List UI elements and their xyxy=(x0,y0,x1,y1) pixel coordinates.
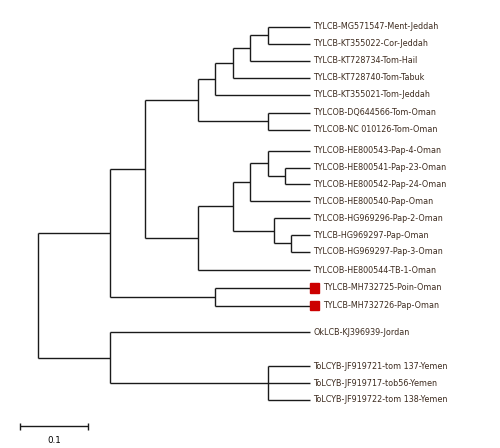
Text: TYLCOB-HE800542-Pap-24-Oman: TYLCOB-HE800542-Pap-24-Oman xyxy=(313,180,446,189)
Text: TYLCOB-HG969297-Pap-3-Oman: TYLCOB-HG969297-Pap-3-Oman xyxy=(313,247,443,256)
Text: TYLCOB-HE800540-Pap-Oman: TYLCOB-HE800540-Pap-Oman xyxy=(313,197,433,206)
Text: TYLCOB-NC 010126-Tom-Oman: TYLCOB-NC 010126-Tom-Oman xyxy=(313,125,438,134)
Text: ToLCYB-JF919717-tob56-Yemen: ToLCYB-JF919717-tob56-Yemen xyxy=(313,379,437,388)
Bar xyxy=(310,301,319,310)
Text: TYLCB-MG571547-Ment-Jeddah: TYLCB-MG571547-Ment-Jeddah xyxy=(313,22,438,31)
Text: TYLCB-MH732725-Poin-Oman: TYLCB-MH732725-Poin-Oman xyxy=(323,283,442,292)
Text: ToLCYB-JF919722-tom 138-Yemen: ToLCYB-JF919722-tom 138-Yemen xyxy=(313,395,448,404)
Text: TYLCOB-HG969296-Pap-2-Oman: TYLCOB-HG969296-Pap-2-Oman xyxy=(313,214,443,223)
Bar xyxy=(310,283,319,293)
Text: OkLCB-KJ396939-Jordan: OkLCB-KJ396939-Jordan xyxy=(313,328,409,337)
Text: TYLCB-KT728740-Tom-Tabuk: TYLCB-KT728740-Tom-Tabuk xyxy=(313,73,424,82)
Text: TYLCOB-HE800543-Pap-4-Oman: TYLCOB-HE800543-Pap-4-Oman xyxy=(313,146,441,155)
Text: TYLCB-MH732726-Pap-Oman: TYLCB-MH732726-Pap-Oman xyxy=(323,301,439,310)
Text: TYLCB-KT355022-Cor-Jeddah: TYLCB-KT355022-Cor-Jeddah xyxy=(313,39,428,48)
Text: TYLCOB-HE800541-Pap-23-Oman: TYLCOB-HE800541-Pap-23-Oman xyxy=(313,163,446,172)
Text: TYLCB-HG969297-Pap-Oman: TYLCB-HG969297-Pap-Oman xyxy=(313,231,428,240)
Text: ToLCYB-JF919721-tom 137-Yemen: ToLCYB-JF919721-tom 137-Yemen xyxy=(313,362,448,371)
Text: TYLCOB-HE800544-TB-1-Oman: TYLCOB-HE800544-TB-1-Oman xyxy=(313,266,436,275)
Text: TYLCOB-DQ644566-Tom-Oman: TYLCOB-DQ644566-Tom-Oman xyxy=(313,108,436,117)
Text: TYLCB-KT355021-Tom-Jeddah: TYLCB-KT355021-Tom-Jeddah xyxy=(313,90,430,99)
Text: TYLCB-KT728734-Tom-Hail: TYLCB-KT728734-Tom-Hail xyxy=(313,56,417,65)
Text: 0.1: 0.1 xyxy=(47,436,60,445)
